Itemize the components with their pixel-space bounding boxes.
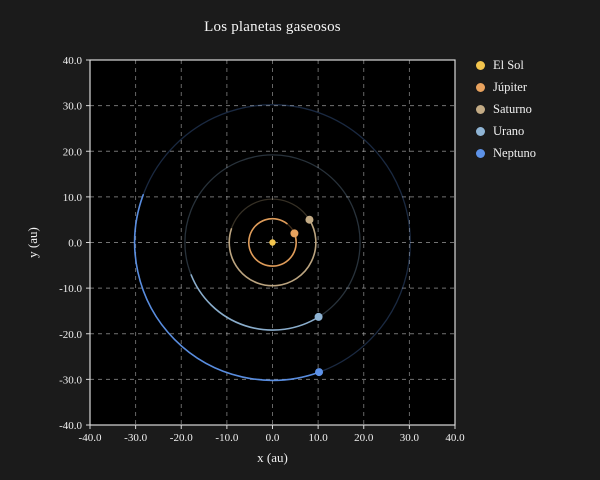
planet-dot-neptuno <box>315 368 324 377</box>
x-tick-label: -30.0 <box>124 432 147 444</box>
planet-dot-el-sol <box>269 239 276 246</box>
x-tick-label: 20.0 <box>354 432 374 444</box>
x-tick-label: 30.0 <box>400 432 420 444</box>
orbit-trail <box>190 274 320 331</box>
orbit-trail <box>133 194 320 382</box>
y-axis-label: y (au) <box>25 227 40 258</box>
y-tick-label: 10.0 <box>63 192 83 204</box>
y-tick-label: -30.0 <box>59 374 82 386</box>
x-tick-label: 40.0 <box>445 432 465 444</box>
planet-dot-urano <box>314 312 323 321</box>
y-tick-label: 30.0 <box>63 101 83 113</box>
x-tick-label: 0.0 <box>266 432 280 444</box>
chart-title: Los planetas gaseosos <box>204 19 341 35</box>
planet-dot-j-piter <box>290 229 299 238</box>
legend-item-el-sol: El Sol <box>476 57 536 74</box>
legend-item-saturno: Saturno <box>476 101 536 118</box>
y-tick-label: -10.0 <box>59 283 82 295</box>
planet-dot-saturno <box>305 215 314 224</box>
legend-marker-neptuno <box>476 149 485 158</box>
legend-item-label: El Sol <box>493 58 524 72</box>
legend-marker-urano <box>476 127 485 136</box>
y-tick-label: 40.0 <box>63 55 83 67</box>
legend-item-urano: Urano <box>476 123 536 140</box>
plot-frame <box>89 59 456 426</box>
legend-item-jupiter: Júpiter <box>476 79 536 96</box>
y-tick-label: 20.0 <box>63 146 83 158</box>
legend-marker-el-sol <box>476 61 485 70</box>
legend-item-label: Neptuno <box>493 146 537 160</box>
x-tick-label: 10.0 <box>309 432 329 444</box>
y-tick-label: 0.0 <box>68 238 82 250</box>
x-axis-label: x (au) <box>257 450 288 465</box>
legend-item-label: Saturno <box>493 102 532 116</box>
y-tick-label: -40.0 <box>59 420 82 432</box>
orbit-trail <box>247 217 297 267</box>
x-tick-label: -20.0 <box>170 432 193 444</box>
orbit-trail <box>228 218 317 287</box>
legend-item-label: Urano <box>493 124 525 138</box>
legend-marker-saturno <box>476 105 485 114</box>
legend: El Sol Júpiter Saturno Urano Neptuno <box>476 57 536 162</box>
legend-item-neptuno: Neptuno <box>476 145 536 162</box>
legend-item-label: Júpiter <box>493 80 528 94</box>
legend-marker-jupiter <box>476 83 485 92</box>
x-tick-label: -10.0 <box>215 432 238 444</box>
y-tick-label: -20.0 <box>59 329 82 341</box>
x-tick-label: -40.0 <box>79 432 102 444</box>
